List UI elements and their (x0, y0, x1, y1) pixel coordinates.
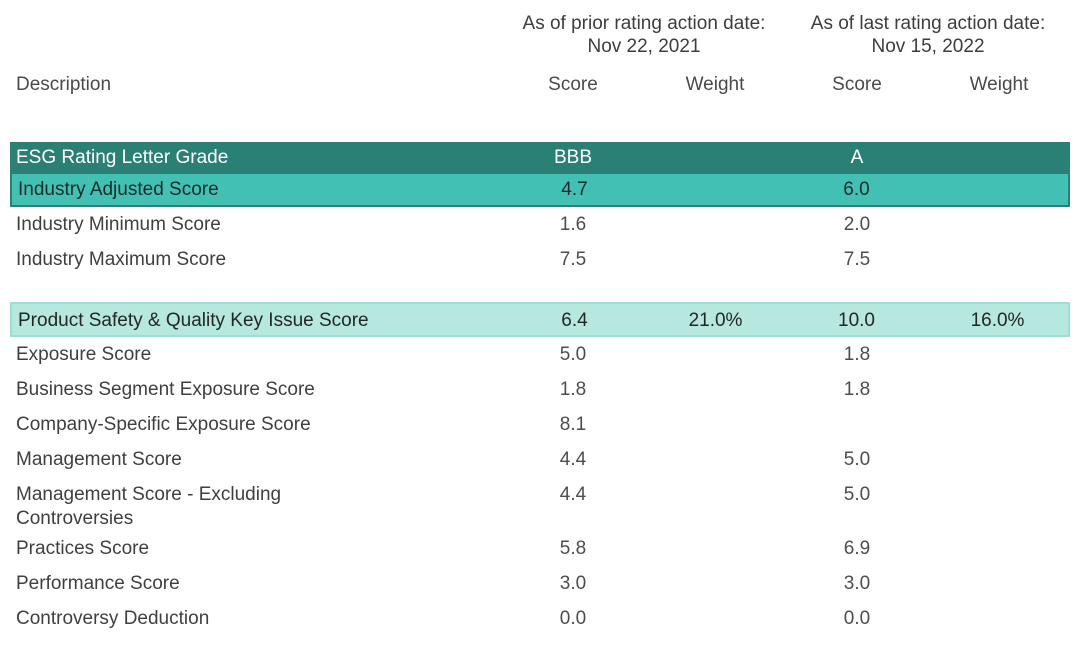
score-prior-cell: 1.8 (559, 379, 587, 400)
score-last-cell (786, 407, 928, 413)
prior-rating-group-header: As of prior rating action date: Nov 22, … (502, 12, 786, 58)
weight-last-cell (928, 207, 1070, 213)
row-label: Management Score - Excluding Controversi… (16, 484, 282, 529)
score-last-cell: 7.5 (843, 249, 871, 270)
row-label: Controversy Deduction (16, 608, 210, 629)
weight-last-cell (928, 337, 1070, 343)
weight-prior-cell (644, 566, 786, 572)
table-group-header: As of prior rating action date: Nov 22, … (10, 12, 1070, 58)
row-label: Business Segment Exposure Score (16, 379, 315, 400)
score-prior-cell: 5.0 (559, 344, 587, 365)
table-row: Performance Score 3.0 3.0 (10, 566, 1070, 601)
score-last-cell: 5.0 (843, 449, 871, 470)
weight-last-cell (928, 372, 1070, 378)
table-row: Management Score 4.4 5.0 (10, 442, 1070, 477)
score-prior-cell: 6.4 (561, 310, 588, 331)
score-last-cell: 2.0 (843, 214, 871, 235)
prior-rating-date: Nov 22, 2021 (587, 36, 701, 57)
table-row: Company-Specific Exposure Score 8.1 (10, 407, 1070, 442)
score-prior-cell: 7.5 (559, 249, 587, 270)
row-label: Product Safety & Quality Key Issue Score (18, 310, 369, 331)
score-prior-cell: 0.0 (559, 608, 587, 629)
score-prior-column-header: Score (548, 74, 598, 95)
score-prior-cell: 5.8 (559, 538, 587, 559)
score-prior-cell: 4.7 (561, 179, 588, 200)
score-last-cell: 6.9 (843, 538, 871, 559)
weight-prior-cell (644, 372, 786, 378)
score-last-column-header: Score (832, 74, 882, 95)
table-row: Industry Maximum Score 7.5 7.5 (10, 242, 1070, 277)
table-row: ESG Rating Letter Grade BBB A (10, 142, 1070, 174)
last-rating-label: As of last rating action date: (810, 13, 1046, 34)
table-row: Industry Minimum Score 1.6 2.0 (10, 207, 1070, 242)
row-label: Practices Score (16, 538, 150, 559)
row-label: Industry Maximum Score (16, 249, 227, 270)
score-last-cell: 10.0 (838, 310, 875, 331)
weight-prior-cell (644, 531, 786, 537)
weight-prior-cell (645, 174, 786, 178)
score-last-cell: 3.0 (843, 573, 871, 594)
row-label: Company-Specific Exposure Score (16, 414, 311, 435)
score-last-cell: 0.0 (843, 608, 871, 629)
row-label: Performance Score (16, 573, 180, 594)
weight-prior-cell (644, 477, 786, 483)
score-prior-cell: BBB (553, 147, 593, 168)
row-label: Industry Minimum Score (16, 214, 221, 235)
prior-rating-label: As of prior rating action date: (522, 13, 766, 34)
table-wrap: As of prior rating action date: Nov 22, … (10, 0, 1070, 636)
score-last-cell: 1.8 (843, 344, 871, 365)
weight-last-cell (928, 407, 1070, 413)
weight-last-cell (928, 242, 1070, 248)
weight-last-cell: 16.0% (970, 310, 1025, 331)
weight-last-cell (928, 142, 1070, 146)
score-last-cell: 1.8 (843, 379, 871, 400)
last-rating-group-header: As of last rating action date: Nov 15, 2… (786, 12, 1070, 58)
table-row: Practices Score 5.8 6.9 (10, 531, 1070, 566)
table-row: Controversy Deduction 0.0 0.0 (10, 601, 1070, 636)
table-row: Industry Adjusted Score 4.7 6.0 (10, 174, 1070, 207)
row-label: ESG Rating Letter Grade (16, 147, 229, 168)
score-prior-cell: 4.4 (559, 484, 587, 505)
weight-prior-cell: 21.0% (688, 310, 743, 331)
table-body: ESG Rating Letter Grade BBB A Industry A… (10, 142, 1070, 636)
row-label: Management Score (16, 449, 182, 470)
table-row: Product Safety & Quality Key Issue Score… (10, 302, 1070, 337)
description-column-header: Description (16, 74, 112, 95)
table-row: Business Segment Exposure Score 1.8 1.8 (10, 372, 1070, 407)
score-prior-cell: 4.4 (559, 449, 587, 470)
score-last-cell: 6.0 (843, 179, 870, 200)
row-label: Exposure Score (16, 344, 152, 365)
weight-last-column-header: Weight (969, 74, 1029, 95)
weight-last-cell (928, 566, 1070, 572)
score-last-cell: 5.0 (843, 484, 871, 505)
table-section-industry-summary: ESG Rating Letter Grade BBB A Industry A… (10, 142, 1070, 277)
last-rating-date: Nov 15, 2022 (871, 36, 985, 57)
row-label: Industry Adjusted Score (18, 179, 219, 200)
table-row: Management Score - Excluding Controversi… (10, 477, 1070, 531)
score-prior-cell: 1.6 (559, 214, 587, 235)
weight-prior-cell (644, 337, 786, 343)
score-prior-cell: 3.0 (559, 573, 587, 594)
weight-prior-cell (644, 142, 786, 146)
weight-last-cell (927, 174, 1068, 178)
table-row: Exposure Score 5.0 1.8 (10, 337, 1070, 372)
weight-last-cell (928, 531, 1070, 537)
weight-prior-cell (644, 242, 786, 248)
table-section-key-issue-scores: Product Safety & Quality Key Issue Score… (10, 302, 1070, 636)
weight-last-cell (928, 601, 1070, 607)
score-last-cell: A (850, 147, 864, 168)
weight-prior-cell (644, 407, 786, 413)
weight-prior-cell (644, 601, 786, 607)
score-prior-cell: 8.1 (559, 414, 587, 435)
weight-last-cell (928, 477, 1070, 483)
weight-last-cell (928, 442, 1070, 448)
table-column-header: Description Score Weight Score Weight (10, 74, 1070, 96)
weight-prior-cell (644, 207, 786, 213)
weight-prior-cell (644, 442, 786, 448)
weight-prior-column-header: Weight (685, 74, 745, 95)
